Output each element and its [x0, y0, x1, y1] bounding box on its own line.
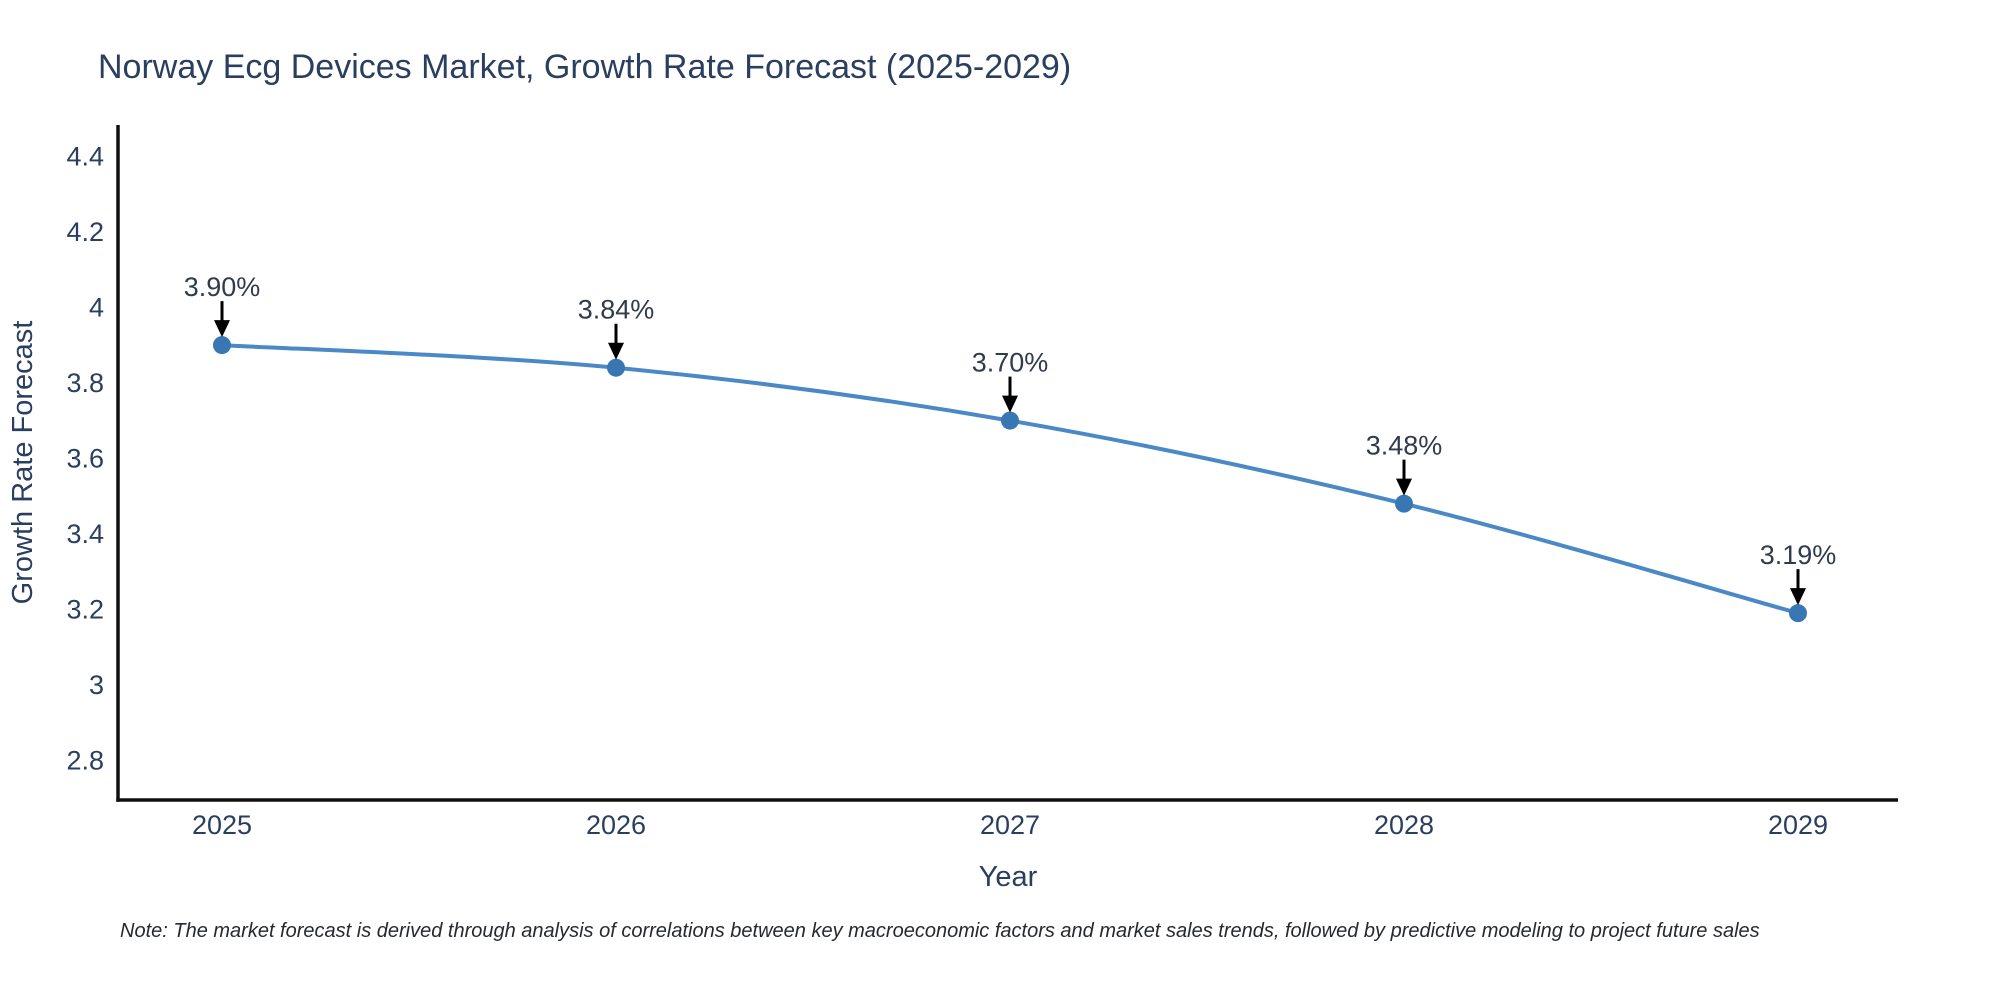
annotation-label: 3.48% [1366, 431, 1443, 461]
annotation-label: 3.90% [184, 272, 261, 302]
annotation-arrow-head [1396, 478, 1412, 496]
y-tick-label: 3.6 [66, 443, 104, 473]
x-tick-label: 2028 [1374, 810, 1434, 840]
y-tick-label: 3 [89, 670, 104, 700]
data-point-2026[interactable] [607, 358, 625, 377]
annotation-arrow-head [214, 320, 230, 338]
annotation-label: 3.19% [1760, 540, 1837, 570]
y-tick-label: 4.2 [66, 217, 104, 247]
data-point-2028[interactable] [1395, 494, 1413, 513]
y-tick-label: 4.4 [66, 141, 104, 171]
annotation-label: 3.84% [578, 295, 655, 325]
x-tick-label: 2025 [192, 810, 252, 840]
x-tick-label: 2029 [1768, 810, 1828, 840]
y-tick-label: 4 [89, 292, 104, 322]
y-tick-label: 2.8 [66, 745, 104, 775]
y-tick-label: 3.4 [66, 519, 104, 549]
annotation-arrow-head [1790, 588, 1806, 606]
footnote: Note: The market forecast is derived thr… [120, 920, 1760, 942]
x-tick-label: 2027 [980, 810, 1040, 840]
data-point-2025[interactable] [213, 336, 231, 355]
x-axis-title: Year [979, 861, 1038, 893]
annotation-arrow-head [1002, 395, 1018, 413]
data-point-2029[interactable] [1789, 604, 1807, 623]
chart-title: Norway Ecg Devices Market, Growth Rate F… [98, 48, 1072, 86]
y-axis-title: Growth Rate Forecast [7, 321, 39, 605]
x-tick-label: 2026 [586, 810, 646, 840]
y-tick-label: 3.8 [66, 368, 104, 398]
y-tick-label: 3.2 [66, 594, 104, 624]
data-point-2027[interactable] [1001, 411, 1019, 430]
annotation-arrow-head [608, 342, 624, 360]
annotation-label: 3.70% [972, 348, 1049, 378]
